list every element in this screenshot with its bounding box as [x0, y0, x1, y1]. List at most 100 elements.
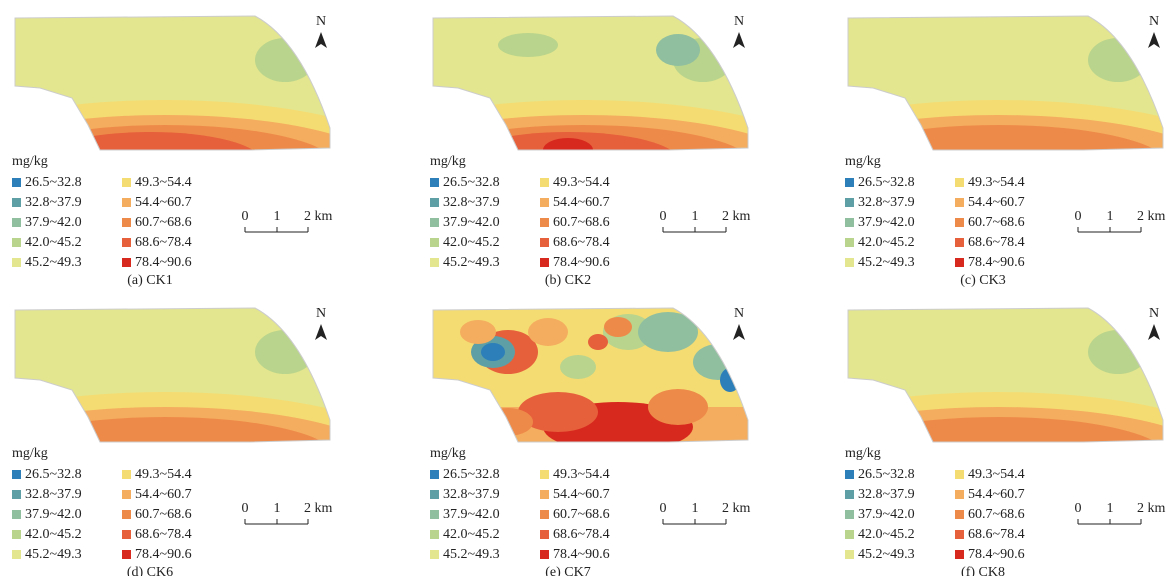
figure: Nmg/kg 26.5~32.8 32.8~37.9 37.9~42.0 42.0~45…: [0, 0, 1166, 576]
north-arrow: [315, 32, 327, 48]
scale-label: 2 km: [722, 501, 751, 516]
legend-swatch: [12, 490, 21, 499]
legend-swatch: [12, 550, 21, 559]
scale-label: 2 km: [1137, 501, 1166, 516]
legend-label: 54.4~60.7: [968, 487, 1025, 502]
legend-label: 54.4~60.7: [553, 195, 610, 210]
legend-label: 37.9~42.0: [25, 507, 82, 522]
legend-swatch: [845, 470, 854, 479]
legend-label: 32.8~37.9: [858, 195, 915, 210]
legend-label: 42.0~45.2: [858, 527, 915, 542]
legend-swatch: [430, 510, 439, 519]
legend-swatch: [955, 238, 964, 247]
panel: Nmg/kg26.5~32.832.8~37.937.9~42.042.0~45…: [738, 0, 1166, 288]
map-zone: [638, 312, 698, 352]
legend-swatch: [12, 510, 21, 519]
legend-label: 37.9~42.0: [858, 215, 915, 230]
legend-swatch: [955, 218, 964, 227]
map: [0, 0, 425, 250]
legend-label: 26.5~32.8: [443, 467, 500, 482]
legend-label: 78.4~90.6: [968, 547, 1025, 562]
north-label: N: [316, 306, 326, 321]
legend-swatch: [955, 510, 964, 519]
map-zone: [588, 334, 608, 350]
legend-swatch: [845, 490, 854, 499]
legend-swatch: [430, 198, 439, 207]
legend-swatch: [540, 510, 549, 519]
legend-swatch: [845, 510, 854, 519]
legend-label: 26.5~32.8: [25, 467, 82, 482]
legend-label: 49.3~54.4: [135, 175, 192, 190]
legend-swatch: [430, 178, 439, 187]
legend-swatch: [540, 178, 549, 187]
north-arrow: [733, 32, 745, 48]
legend-swatch: [845, 530, 854, 539]
legend-swatch: [845, 238, 854, 247]
legend-swatch: [955, 178, 964, 187]
legend-swatch: [955, 470, 964, 479]
legend-label: 68.6~78.4: [553, 235, 610, 250]
north-arrow: [733, 324, 745, 340]
legend-label: 42.0~45.2: [443, 527, 500, 542]
legend-label: 54.4~60.7: [135, 195, 192, 210]
map-zone: [528, 318, 568, 346]
map: [738, 292, 1166, 542]
legend-label: 32.8~37.9: [443, 195, 500, 210]
legend-swatch: [12, 238, 21, 247]
legend-label: 42.0~45.2: [858, 235, 915, 250]
map-zone: [1088, 330, 1148, 374]
legend-unit: mg/kg: [12, 154, 48, 169]
legend-swatch: [122, 238, 131, 247]
north-label: N: [734, 14, 744, 29]
north-label: N: [734, 306, 744, 321]
legend-swatch: [955, 490, 964, 499]
scale-label: 0: [660, 501, 667, 516]
legend-swatch: [845, 178, 854, 187]
legend-swatch: [12, 178, 21, 187]
legend-swatch: [845, 550, 854, 559]
legend-unit: mg/kg: [845, 154, 881, 169]
legend-swatch: [540, 258, 549, 267]
legend-swatch: [122, 550, 131, 559]
legend-swatch: [540, 490, 549, 499]
legend-label: 60.7~68.6: [553, 507, 610, 522]
scale-label: 1: [1107, 209, 1114, 224]
scale-label: 2 km: [304, 209, 333, 224]
legend-swatch: [12, 218, 21, 227]
map: [418, 292, 758, 452]
north-label: N: [316, 14, 326, 29]
panel: Nmg/kg26.5~32.832.8~37.937.9~42.042.0~45…: [323, 0, 843, 288]
map-zone: [720, 368, 740, 392]
legend-swatch: [540, 550, 549, 559]
legend-label: 78.4~90.6: [135, 255, 192, 270]
legend-label: 49.3~54.4: [553, 175, 610, 190]
legend-unit: mg/kg: [430, 154, 466, 169]
legend-label: 32.8~37.9: [25, 487, 82, 502]
legend-label: 54.4~60.7: [553, 487, 610, 502]
legend-label: 78.4~90.6: [135, 547, 192, 562]
north-label: N: [1149, 14, 1159, 29]
legend-swatch: [122, 510, 131, 519]
map-zone: [560, 355, 596, 379]
scale-label: 2 km: [1137, 209, 1166, 224]
panel: Nmg/kg26.5~32.832.8~37.937.9~42.042.0~45…: [738, 292, 1166, 576]
north-label: N: [1149, 306, 1159, 321]
legend-swatch: [122, 258, 131, 267]
caption: (a) CK1: [127, 273, 173, 288]
legend-label: 68.6~78.4: [968, 235, 1025, 250]
scale-label: 2 km: [304, 501, 333, 516]
legend-unit: mg/kg: [430, 446, 466, 461]
legend-label: 68.6~78.4: [968, 527, 1025, 542]
legend-swatch: [122, 178, 131, 187]
legend-swatch: [122, 198, 131, 207]
legend-label: 60.7~68.6: [135, 507, 192, 522]
legend-label: 32.8~37.9: [443, 487, 500, 502]
legend-swatch: [122, 530, 131, 539]
legend-swatch: [430, 550, 439, 559]
scale-label: 0: [660, 209, 667, 224]
scale-label: 1: [692, 209, 699, 224]
map-zone: [1088, 38, 1148, 82]
scale-label: 0: [242, 209, 249, 224]
legend-swatch: [430, 470, 439, 479]
scale-label: 0: [1075, 501, 1082, 516]
